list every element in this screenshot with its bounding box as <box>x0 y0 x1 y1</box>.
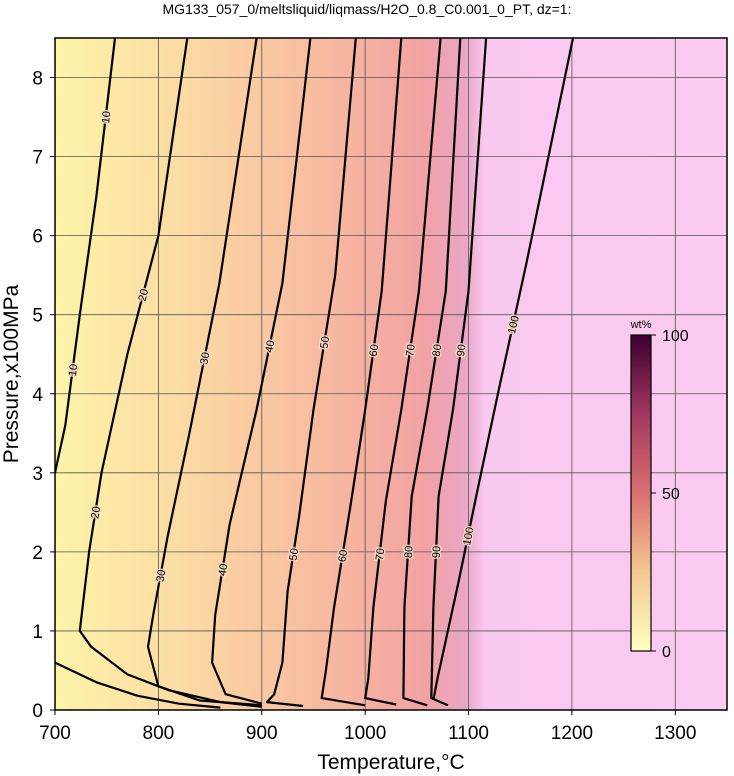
x-tick-label: 1100 <box>448 723 489 744</box>
y-axis-label: Pressure,x100MPa <box>0 284 23 463</box>
y-tick-label: 4 <box>32 385 43 406</box>
contour-label: 40 <box>217 563 231 577</box>
colorbar-tick-label: 50 <box>662 486 680 503</box>
y-tick-label: 8 <box>32 69 43 90</box>
plot-frame <box>54 37 728 711</box>
x-tick-label: 1200 <box>551 723 593 744</box>
contour-label: 20 <box>137 288 152 303</box>
contour-label: 70 <box>374 548 387 562</box>
colorbar-tick-label: 0 <box>662 644 671 661</box>
contour-label: 100 <box>461 526 476 546</box>
contour-label: 80 <box>403 545 416 558</box>
contour-line <box>55 38 221 709</box>
contour-label: 20 <box>89 506 103 520</box>
y-tick-label: 2 <box>32 543 43 564</box>
y-tick-label: 0 <box>32 701 43 722</box>
contour-label: 10 <box>67 363 80 377</box>
contour-label: 30 <box>198 351 212 365</box>
x-tick-label: 700 <box>39 723 71 744</box>
y-tick-label: 5 <box>32 306 43 327</box>
contours: 10 10 20 20 30 30 40 40 50 50 60 60 70 70 80 80 90 90 100 1… <box>55 38 575 709</box>
contour-label: 90 <box>455 344 468 358</box>
contour-line <box>432 38 575 700</box>
x-tick-label: 800 <box>143 723 175 744</box>
contour-line <box>364 38 442 706</box>
x-axis-label: Temperature,°C <box>317 751 464 774</box>
y-tick-label: 3 <box>32 464 43 485</box>
colorbar-label: wt% <box>630 319 652 331</box>
contour-label: 90 <box>431 546 444 559</box>
contour-line <box>78 38 262 708</box>
y-tick-label: 7 <box>32 148 43 169</box>
contour-label: 10 <box>100 110 113 124</box>
y-tick-label: 1 <box>32 622 43 643</box>
contour-label: 100 <box>506 315 522 336</box>
contour-label: 60 <box>336 549 350 563</box>
y-tick-label: 6 <box>32 227 43 248</box>
contour-label: 30 <box>154 569 168 583</box>
contour-line <box>211 38 312 705</box>
grid <box>54 38 727 711</box>
contour-label: 40 <box>263 339 277 353</box>
contour-label: 50 <box>318 336 332 350</box>
chart-title: MG133_057_0/meltsliquid/liqmass/H2O_0.8_… <box>163 1 572 17</box>
contour-label: 50 <box>287 547 301 561</box>
contour-label: 80 <box>431 343 445 357</box>
contour-line <box>320 38 403 707</box>
x-tick-label: 1000 <box>344 723 386 744</box>
plot-background <box>55 38 727 710</box>
contour-label: 70 <box>404 344 418 358</box>
contour-line <box>265 38 357 708</box>
colorbar <box>630 334 652 652</box>
x-tick-label: 900 <box>246 723 278 744</box>
colorbar-tick-label: 100 <box>662 328 689 345</box>
contour-line <box>430 38 488 707</box>
contour-line <box>402 38 462 707</box>
contour-line <box>146 38 262 707</box>
x-tick-label: 1300 <box>654 723 696 744</box>
contour-label: 60 <box>368 344 382 358</box>
